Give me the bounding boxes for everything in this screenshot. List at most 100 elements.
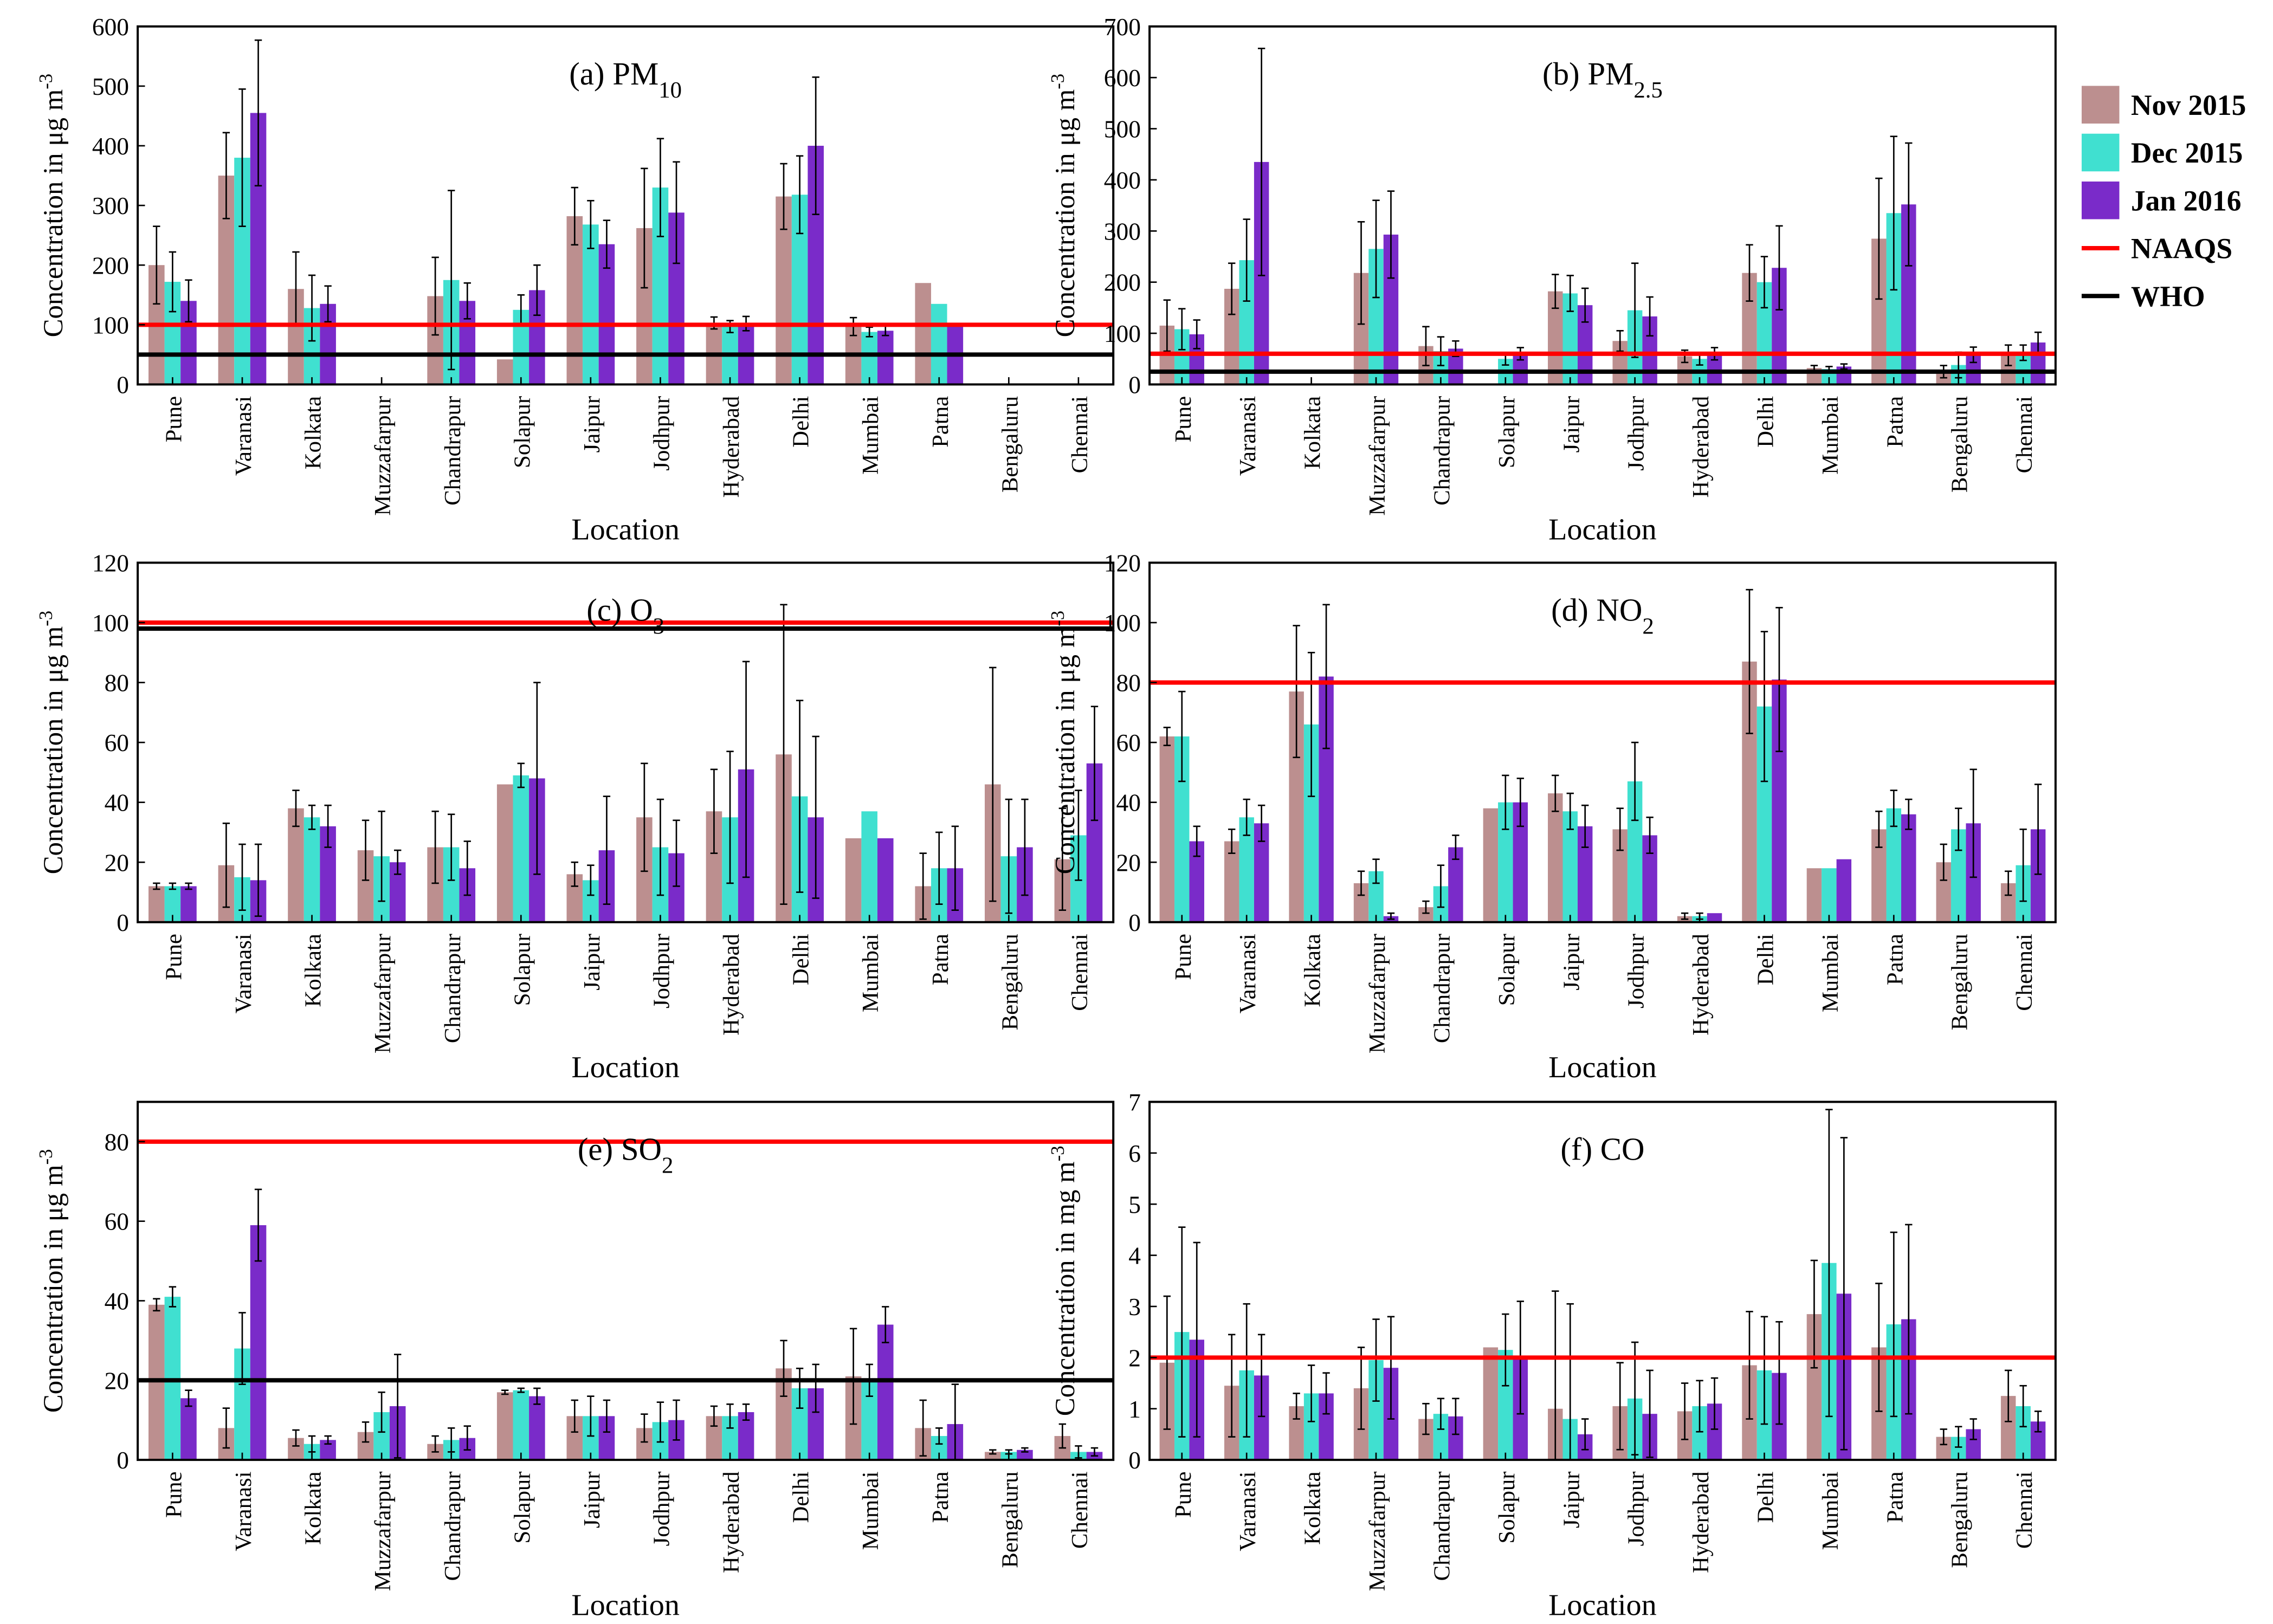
x-tick-label: Delhi [1753,934,1778,985]
bar [931,303,947,385]
x-tick-label: Mumbai [858,396,883,475]
y-tick-label: 0 [1128,909,1141,936]
y-tick-label: 400 [92,132,129,160]
bar [513,775,529,922]
x-tick-label: Patna [928,396,953,448]
y-tick-label: 0 [117,1446,129,1474]
chart-panel-1: 0 100 200 300 400 500 600 700 Pune Varanasi Kolkat… [1047,13,2057,547]
y-tick-label: 200 [92,251,129,279]
chart-panel-0: 0 100 200 300 400 500 600 Pune Varanasi Kolkata Mu… [35,13,1115,547]
y-axis-label: Concentration in μg m-3 [1047,74,1080,338]
x-tick-label: Bengaluru [1947,1472,1973,1568]
x-tick-label: Varanasi [1235,396,1261,476]
y-tick-label: 6 [1128,1140,1141,1167]
x-tick-label: Chandrapur [1429,1472,1455,1581]
bar [529,1396,545,1460]
y-tick-label: 600 [92,13,129,41]
bar [1806,868,1822,922]
bar [148,886,165,922]
y-tick-label: 700 [1104,13,1141,41]
bar [861,332,877,385]
bar [861,811,877,922]
y-tick-label: 120 [92,549,129,577]
x-tick-label: Hyderabad [719,396,744,498]
y-tick-label: 3 [1128,1293,1141,1321]
x-tick-label: Pune [161,1472,186,1518]
x-tick-label: Chandrapur [440,396,466,506]
x-tick-label: Varanasi [1235,934,1261,1013]
y-tick-label: 0 [1128,371,1141,398]
bar [1822,868,1837,922]
legend-label: WHO [2131,280,2205,313]
x-tick-label: Muzzafarpur [1365,396,1390,516]
bar [180,886,197,922]
x-tick-label: Kolkata [301,1472,326,1545]
x-tick-label: Hyderabad [1688,396,1714,498]
x-axis-label: Location [1548,1588,1657,1622]
x-tick-label: Chandrapur [1429,934,1455,1043]
x-tick-label: Hyderabad [1688,934,1714,1036]
x-tick-label: Kolkata [301,396,326,469]
bar [496,359,513,385]
x-tick-label: Bengaluru [997,1472,1023,1568]
y-axis-label-superscript: -3 [1047,74,1068,89]
legend-label: Jan 2016 [2131,184,2242,217]
x-tick-label: Jaipur [579,934,605,991]
bar [1159,736,1175,922]
x-axis-label: Location [1548,513,1657,547]
x-tick-label: Solapur [1494,934,1520,1006]
x-tick-label: Delhi [789,396,814,448]
plot-frame [137,1101,1115,1461]
bar [1224,841,1239,922]
chart-panel-2: 0 20 40 60 80 100 120 Pune Varanasi Kolkata Muzzaf… [35,549,1115,1084]
panel-title: (f) CO [1560,1131,1644,1167]
x-axis-label: Location [571,1051,680,1084]
x-tick-label: Chandrapur [440,1472,466,1581]
panel-title-subscript: 2 [662,1153,673,1178]
legend: Nov 2015 Dec 2015 Jan 2016 NAAQS WHO [2081,86,2246,313]
y-tick-label: 300 [92,192,129,219]
x-tick-label: Varanasi [231,934,256,1013]
panel-title: (e) SO2 [578,1131,674,1178]
y-tick-label: 500 [92,73,129,100]
y-tick-label: 300 [1104,217,1141,245]
legend-label: Dec 2015 [2131,137,2243,169]
panel-title: (d) NO2 [1551,592,1654,639]
y-tick-label: 0 [1128,1446,1141,1474]
y-tick-label: 0 [117,909,129,936]
x-tick-label: Delhi [1753,396,1778,448]
y-tick-label: 80 [105,1128,129,1156]
y-tick-label: 500 [1104,115,1141,143]
x-tick-label: Chandrapur [440,934,466,1043]
bar [877,1324,894,1460]
x-tick-label: Jaipur [1559,934,1584,991]
x-tick-label: Kolkata [301,934,326,1007]
x-tick-label: Jaipur [579,396,605,453]
x-tick-label: Pune [1171,396,1196,443]
y-axis-label: Concentration in μg m-3 [35,74,69,338]
y-tick-label: 40 [105,1287,129,1315]
bar [1901,814,1916,922]
x-tick-label: Bengaluru [1947,934,1973,1030]
x-tick-label: Solapur [1494,1472,1520,1544]
x-tick-label: Mumbai [1818,396,1843,475]
y-axis-label-superscript: -3 [35,1149,56,1164]
x-axis-label: Location [571,1588,680,1622]
x-tick-label: Chennai [1067,934,1093,1011]
x-tick-label: Chennai [2012,396,2037,474]
x-tick-label: Chennai [2012,1471,2037,1549]
bar [984,1452,1001,1460]
x-tick-label: Pune [1171,934,1196,980]
plot-frame [1148,25,2057,386]
x-tick-label: Mumbai [1818,1471,1843,1550]
bar [915,283,931,385]
panel-title: (b) PM2.5 [1542,56,1663,102]
x-tick-label: Pune [161,396,186,443]
y-axis-label: Concentration in mg m-3 [1047,1146,1080,1416]
x-tick-label: Bengaluru [997,396,1023,493]
x-tick-label: Muzzafarpur [370,934,396,1053]
y-tick-label: 2 [1128,1344,1141,1371]
chart-panel-4: 0 20 40 60 80 Pune Varanasi Kolkata Muzzafarpur C… [35,1101,1115,1622]
x-tick-label: Chennai [1067,1471,1093,1549]
